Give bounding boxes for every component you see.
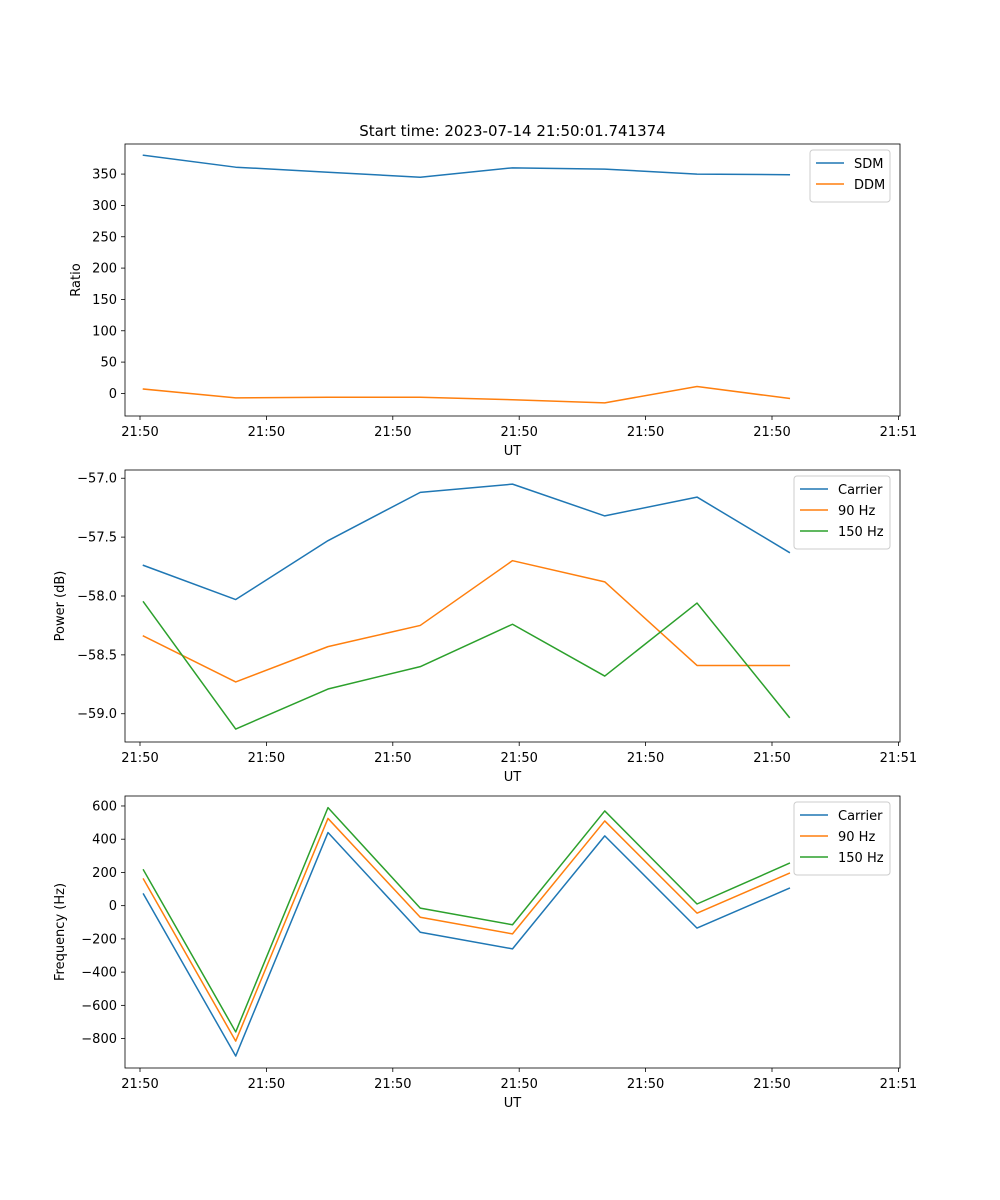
x-tick-label: 21:51 bbox=[880, 425, 917, 440]
y-tick-label: −600 bbox=[81, 999, 117, 1014]
x-tick-label: 21:50 bbox=[753, 751, 790, 766]
y-tick-label: 300 bbox=[92, 199, 117, 214]
y-tick-label: 200 bbox=[92, 262, 117, 277]
x-tick-label: 21:50 bbox=[753, 425, 790, 440]
x-tick-label: 21:50 bbox=[121, 751, 158, 766]
x-axis-label: UT bbox=[504, 444, 522, 459]
axes-frame bbox=[124, 795, 901, 1069]
legend-entry: 150 Hz bbox=[838, 851, 884, 866]
x-tick-label: 21:50 bbox=[627, 425, 664, 440]
legend-entry: Carrier bbox=[838, 809, 883, 824]
x-tick-label: 21:50 bbox=[248, 751, 285, 766]
y-tick-label: −57.0 bbox=[77, 472, 117, 487]
y-tick-label: −800 bbox=[81, 1032, 117, 1047]
legend-entry: SDM bbox=[854, 157, 883, 172]
x-tick-label: 21:50 bbox=[374, 425, 411, 440]
y-tick-label: 200 bbox=[92, 866, 117, 881]
y-tick-label: 400 bbox=[92, 833, 117, 848]
y-tick-label: 250 bbox=[92, 230, 117, 245]
figure-title: Start time: 2023-07-14 21:50:01.741374 bbox=[359, 122, 665, 140]
series-line-90-hz bbox=[142, 559, 791, 683]
x-axis-label: UT bbox=[504, 1096, 522, 1111]
y-tick-label: 0 bbox=[109, 387, 117, 402]
y-tick-label: −400 bbox=[81, 966, 117, 981]
x-tick-label: 21:50 bbox=[500, 751, 537, 766]
legend-entry: Carrier bbox=[838, 483, 883, 498]
y-tick-label: −58.5 bbox=[77, 648, 117, 663]
x-tick-label: 21:50 bbox=[627, 751, 664, 766]
legend-entry: 90 Hz bbox=[838, 504, 875, 519]
x-tick-label: 21:50 bbox=[121, 1077, 158, 1092]
y-tick-label: 50 bbox=[100, 356, 117, 371]
x-tick-label: 21:50 bbox=[248, 1077, 285, 1092]
x-tick-label: 21:50 bbox=[248, 425, 285, 440]
y-tick-label: 0 bbox=[109, 899, 117, 914]
y-tick-label: −59.0 bbox=[77, 707, 117, 722]
x-tick-label: 21:50 bbox=[500, 1077, 537, 1092]
series-line-carrier bbox=[142, 831, 791, 1057]
series-line-sdm bbox=[142, 154, 791, 178]
x-tick-label: 21:50 bbox=[627, 1077, 664, 1092]
series-line-150-hz bbox=[142, 806, 791, 1033]
legend-entry: DDM bbox=[854, 178, 885, 193]
legend-entry: 90 Hz bbox=[838, 830, 875, 845]
y-tick-label: −200 bbox=[81, 932, 117, 947]
x-axis-label: UT bbox=[504, 770, 522, 785]
y-tick-label: −58.0 bbox=[77, 589, 117, 604]
x-tick-label: 21:50 bbox=[500, 425, 537, 440]
y-tick-label: −57.5 bbox=[77, 531, 117, 546]
y-axis-label: Ratio bbox=[69, 263, 84, 296]
x-tick-label: 21:50 bbox=[753, 1077, 790, 1092]
x-tick-label: 21:50 bbox=[374, 1077, 411, 1092]
series-line-150-hz bbox=[142, 600, 791, 730]
series-line-carrier bbox=[142, 483, 791, 601]
x-tick-label: 21:51 bbox=[880, 751, 917, 766]
y-tick-label: 600 bbox=[92, 799, 117, 814]
legend: SDM DDM bbox=[809, 149, 891, 203]
x-tick-label: 21:50 bbox=[121, 425, 158, 440]
x-tick-label: 21:50 bbox=[374, 751, 411, 766]
axes-frame bbox=[124, 143, 901, 417]
y-axis-label: Frequency (Hz) bbox=[53, 883, 68, 981]
subplots: 21:50 21:50 21:50 21:50 21:50 21:50 21:51 0 50 10… bbox=[53, 143, 917, 1111]
y-tick-label: 150 bbox=[92, 293, 117, 308]
axes-frame bbox=[124, 469, 901, 743]
y-tick-label: 350 bbox=[92, 168, 117, 183]
legend: Carrier 90 Hz 150 Hz bbox=[793, 475, 891, 550]
series-line-ddm bbox=[142, 385, 791, 404]
y-tick-label: 100 bbox=[92, 324, 117, 339]
series-line-90-hz bbox=[142, 817, 791, 1042]
legend: Carrier 90 Hz 150 Hz bbox=[793, 801, 891, 876]
y-axis-label: Power (dB) bbox=[53, 571, 68, 642]
subplot-3: 21:50 21:50 21:50 21:50 21:50 21:50 21:51 −800 −… bbox=[53, 795, 917, 1111]
x-tick-label: 21:51 bbox=[880, 1077, 917, 1092]
subplot-1: 21:50 21:50 21:50 21:50 21:50 21:50 21:51 0 50 10… bbox=[69, 143, 917, 459]
legend-entry: 150 Hz bbox=[838, 525, 884, 540]
subplot-2: 21:50 21:50 21:50 21:50 21:50 21:50 21:51 −59.0… bbox=[53, 469, 917, 785]
